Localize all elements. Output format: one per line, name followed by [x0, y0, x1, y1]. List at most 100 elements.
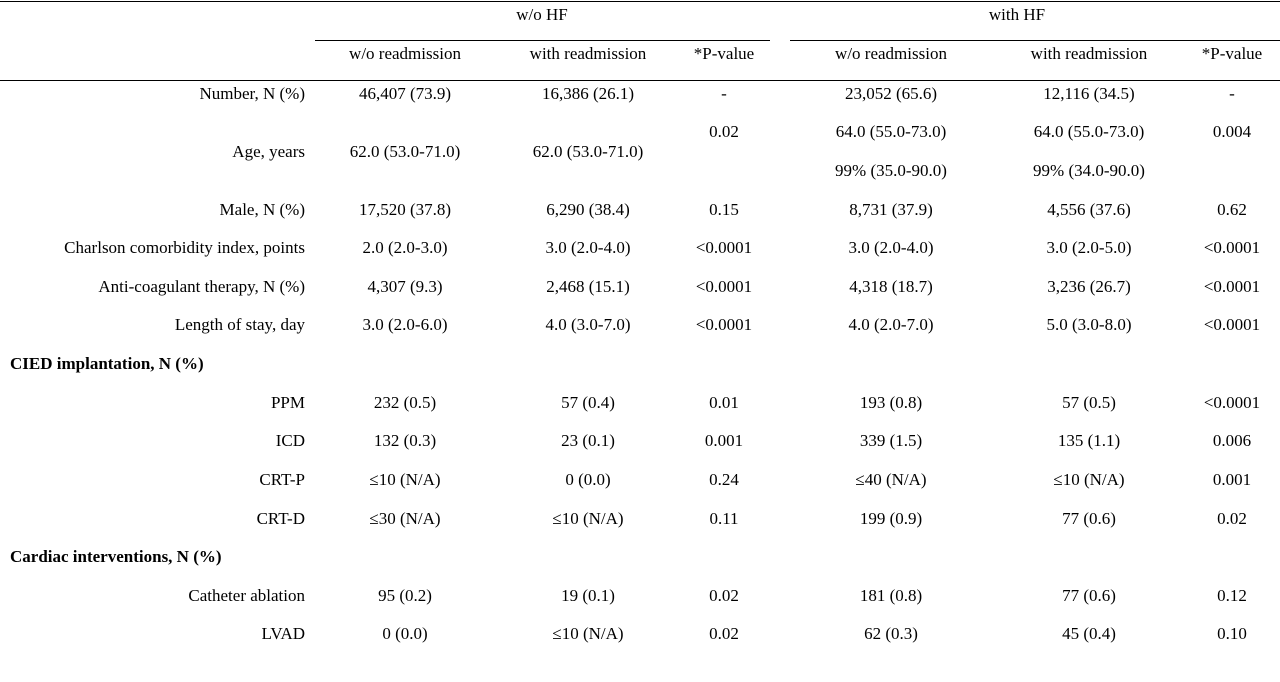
- section-heading: Cardiac interventions, N (%): [10, 547, 222, 566]
- subheader-left-pvalue: *P-value: [693, 44, 755, 63]
- table-cell: 17,520 (37.8): [358, 200, 452, 219]
- table-cell: 46,407 (73.9): [358, 84, 452, 103]
- row-label: Anti-coagulant therapy, N (%): [98, 277, 305, 296]
- row-label: Number, N (%): [199, 84, 305, 103]
- header-bottom-rule: [0, 80, 1280, 81]
- table-cell: 135 (1.1): [1057, 431, 1121, 450]
- table-cell: 77 (0.6): [1062, 586, 1116, 605]
- table-cell: 64.0 (55.0-73.0): [835, 122, 947, 141]
- table-cell: 45 (0.4): [1062, 624, 1116, 643]
- table-cell: 0.001: [1212, 470, 1252, 489]
- table-cell: 181 (0.8): [859, 586, 923, 605]
- table-cell: 57 (0.4): [561, 393, 615, 412]
- table-cell: 77 (0.6): [1062, 509, 1116, 528]
- table-cell: 12,116 (34.5): [1043, 84, 1135, 103]
- table-cell: 95 (0.2): [378, 586, 432, 605]
- table-cell: <0.0001: [695, 315, 753, 334]
- table-cell: 23 (0.1): [561, 431, 615, 450]
- table-cell: <0.0001: [695, 238, 753, 257]
- table-cell: 3.0 (2.0-5.0): [1046, 238, 1132, 257]
- table-cell: 0.02: [1217, 509, 1247, 528]
- table-cell: 0.02: [709, 586, 739, 605]
- table-cell: <0.0001: [1203, 277, 1261, 296]
- table-cell: ≤40 (N/A): [855, 470, 927, 489]
- table-cell: 62 (0.3): [864, 624, 918, 643]
- row-label: CRT-P: [259, 470, 305, 489]
- section-heading: CIED implantation, N (%): [10, 354, 204, 373]
- subheader-right-pvalue: *P-value: [1201, 44, 1263, 63]
- table-cell: -: [1229, 84, 1235, 103]
- table-cell: <0.0001: [1203, 238, 1261, 257]
- table-cell: 23,052 (65.6): [844, 84, 938, 103]
- table-cell: 0.15: [709, 200, 739, 219]
- table-cell: 132 (0.3): [373, 431, 437, 450]
- table-cell: 3.0 (2.0-6.0): [362, 315, 448, 334]
- row-label: LVAD: [261, 624, 305, 643]
- table-cell: 57 (0.5): [1062, 393, 1116, 412]
- table-cell: 339 (1.5): [859, 431, 923, 450]
- table-cell: 62.0 (53.0-71.0): [349, 142, 461, 161]
- row-label: CRT-D: [256, 509, 305, 528]
- table-cell: 0 (0.0): [382, 624, 428, 643]
- table-cell: <0.0001: [1203, 315, 1261, 334]
- table-cell: 99% (34.0-90.0): [1033, 161, 1145, 180]
- table-cell: 64.0 (55.0-73.0): [1033, 122, 1145, 141]
- table-cell: 4,307 (9.3): [367, 277, 443, 296]
- table-cell: 232 (0.5): [373, 393, 437, 412]
- subheader-right-no-readmission: w/o readmission: [835, 44, 947, 63]
- group-header-right: with HF: [988, 5, 1046, 24]
- table-cell: 199 (0.9): [859, 509, 923, 528]
- table-cell: 4.0 (3.0-7.0): [545, 315, 631, 334]
- subheader-right-readmission: with readmission: [1030, 44, 1148, 63]
- table-cell: 0.01: [709, 393, 739, 412]
- subheader-left-no-readmission: w/o readmission: [349, 44, 461, 63]
- table-cell: ≤30 (N/A): [369, 509, 441, 528]
- table-cell: -: [721, 84, 727, 103]
- table-cell: 0.006: [1212, 431, 1252, 450]
- table-cell: 0.02: [709, 624, 739, 643]
- row-label: PPM: [270, 393, 305, 412]
- group-rule-left: [315, 40, 770, 41]
- table-cell: ≤10 (N/A): [1053, 470, 1125, 489]
- table-cell: 3.0 (2.0-4.0): [848, 238, 934, 257]
- row-label: Charlson comorbidity index, points: [64, 238, 305, 257]
- table-cell: 3.0 (2.0-4.0): [545, 238, 631, 257]
- table-cell: 4,318 (18.7): [849, 277, 933, 296]
- table-cell: 99% (35.0-90.0): [835, 161, 947, 180]
- table-cell: 2,468 (15.1): [546, 277, 630, 296]
- row-label: Length of stay, day: [174, 315, 305, 334]
- table-cell: 0.004: [1212, 122, 1252, 141]
- table-cell: ≤10 (N/A): [552, 624, 624, 643]
- table-cell: 193 (0.8): [859, 393, 923, 412]
- table-cell: 4,556 (37.6): [1047, 200, 1131, 219]
- table-cell: 6,290 (38.4): [546, 200, 630, 219]
- table-cell: ≤10 (N/A): [369, 470, 441, 489]
- table-cell: 0.02: [709, 122, 739, 141]
- row-label: ICD: [275, 431, 305, 450]
- table-cell: 16,386 (26.1): [541, 84, 635, 103]
- table-cell: 0.12: [1217, 586, 1247, 605]
- group-rule-right: [790, 40, 1280, 41]
- table-cell: 4.0 (2.0-7.0): [848, 315, 934, 334]
- table-cell: 8,731 (37.9): [849, 200, 933, 219]
- table-cell: <0.0001: [1203, 393, 1261, 412]
- table-cell: 0.62: [1217, 200, 1247, 219]
- top-rule: [0, 1, 1280, 2]
- table-cell: 62.0 (53.0-71.0): [532, 142, 644, 161]
- table-cell: 0.001: [704, 431, 744, 450]
- table-cell: 0.24: [709, 470, 739, 489]
- table-cell: 19 (0.1): [561, 586, 615, 605]
- table-cell: 3,236 (26.7): [1047, 277, 1131, 296]
- group-header-left: w/o HF: [516, 5, 568, 24]
- table-cell: 0.10: [1217, 624, 1247, 643]
- row-label: Age, years: [232, 142, 305, 161]
- table-cell: 5.0 (3.0-8.0): [1046, 315, 1132, 334]
- table-cell: 0.11: [709, 509, 739, 528]
- table-cell: 2.0 (2.0-3.0): [362, 238, 448, 257]
- table-cell: <0.0001: [695, 277, 753, 296]
- row-label: Male, N (%): [219, 200, 305, 219]
- row-label: Catheter ablation: [188, 586, 305, 605]
- table-cell: 0 (0.0): [565, 470, 611, 489]
- table-cell: ≤10 (N/A): [552, 509, 624, 528]
